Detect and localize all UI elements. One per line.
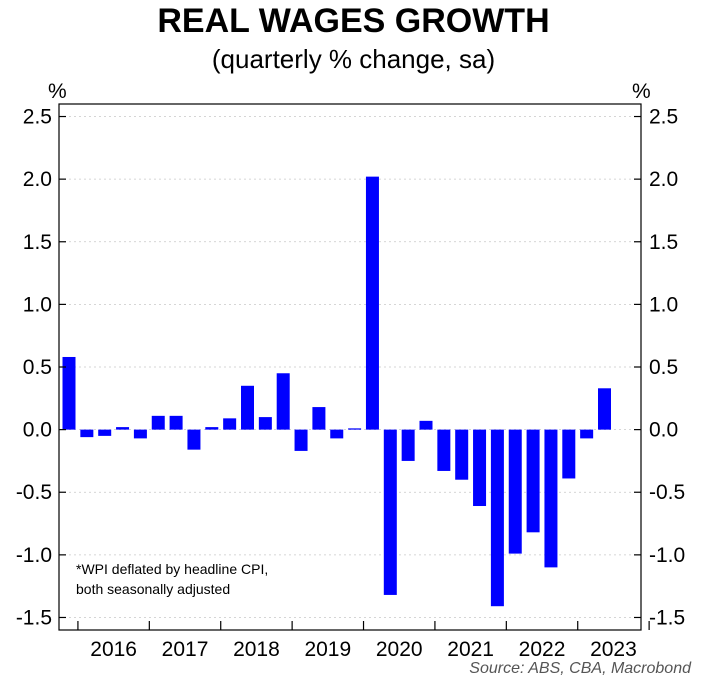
y-tick-label-left: -1.0: [16, 544, 52, 567]
y-tick-label-right: 0.0: [649, 419, 678, 442]
y-ticks: 2.5 2.5 2.0 2.0 1.5 1.5 1.0 1.0 0.5 0.5 0.0 0.0 -0.5…: [16, 106, 685, 630]
bar-2018Q2: [241, 385, 254, 430]
bar-2019Q3: [330, 429, 344, 439]
bar-2021Q4: [490, 429, 504, 607]
y-tick-label-right: 0.5: [649, 356, 678, 379]
y-tick-label-left: -0.5: [16, 481, 52, 504]
y-tick-label-right: -1.0: [649, 544, 685, 567]
bar-2023Q1: [580, 429, 594, 439]
y-tick-label-left: -1.5: [16, 606, 52, 629]
y-tick-label-right: -1.5: [649, 606, 685, 629]
bar-2017Q1: [151, 415, 165, 430]
bar-2018Q4: [276, 373, 290, 430]
x-tick-label-2022: 2022: [519, 638, 566, 661]
bar-2021Q3: [473, 429, 487, 507]
bar-2015Q4: [62, 356, 76, 430]
y-tick-label-left: 2.0: [23, 168, 52, 191]
bar-2016Q1: [80, 429, 94, 438]
bars: [62, 176, 611, 607]
y-tick-label-left: 1.5: [23, 231, 52, 254]
bar-2017Q2: [169, 415, 183, 430]
bar-2020Q3: [401, 429, 415, 461]
bar-2021Q1: [437, 429, 451, 471]
bar-2016Q4: [133, 429, 147, 439]
y-tick-label-left: 0.5: [23, 356, 52, 379]
bar-2016Q3: [116, 427, 130, 430]
bar-2017Q3: [187, 429, 201, 450]
x-tick-label-2020: 2020: [376, 638, 423, 661]
bar-2023Q2: [598, 388, 611, 430]
y-tick-label-right: 1.5: [649, 231, 678, 254]
bar-2022Q3: [544, 429, 558, 568]
bar-2022Q2: [526, 429, 540, 533]
x-tick-label-2023: 2023: [590, 638, 637, 661]
x-tick-label-2021: 2021: [447, 638, 494, 661]
bar-2018Q1: [223, 418, 237, 430]
y-tick-label-right: 2.0: [649, 168, 678, 191]
x-tick-label-2019: 2019: [304, 638, 351, 661]
chart-title: REAL WAGES GROWTH: [157, 2, 550, 40]
y-tick-label-right: -0.5: [649, 481, 685, 504]
bar-2020Q4: [419, 420, 433, 430]
y-tick-label-left: 0.0: [23, 419, 52, 442]
y-tick-label-right: 2.5: [649, 106, 678, 129]
bar-2017Q4: [205, 427, 219, 430]
left-unit-label: %: [48, 80, 67, 103]
chart-subtitle: (quarterly % change, sa): [211, 44, 496, 74]
x-tick-label-2016: 2016: [90, 638, 137, 661]
y-tick-label-right: 1.0: [649, 293, 678, 316]
bar-2019Q1: [294, 429, 308, 451]
note-line-2: both seasonally adjusted: [76, 581, 230, 597]
source-note: Source: ABS, CBA, Macrobond: [469, 660, 691, 677]
bar-2018Q3: [258, 417, 272, 430]
bar-2022Q1: [508, 429, 522, 554]
x-tick-label-2017: 2017: [162, 638, 209, 661]
bar-2021Q2: [455, 429, 469, 480]
bar-2020Q1: [365, 176, 379, 430]
bar-2019Q4: [348, 428, 362, 430]
bar-2022Q4: [562, 429, 576, 479]
bar-2016Q2: [98, 429, 112, 436]
bar-2019Q2: [312, 407, 326, 430]
y-tick-label-left: 2.5: [23, 106, 52, 129]
note-line-1: *WPI deflated by headline CPI,: [76, 561, 268, 577]
right-unit-label: %: [632, 80, 651, 103]
bar-2020Q2: [383, 429, 397, 595]
x-tick-label-2018: 2018: [233, 638, 280, 661]
y-tick-label-left: 1.0: [23, 293, 52, 316]
x-ticks: 2016 2017 2018 2019 2020 2021 2022 2023: [77, 621, 650, 661]
